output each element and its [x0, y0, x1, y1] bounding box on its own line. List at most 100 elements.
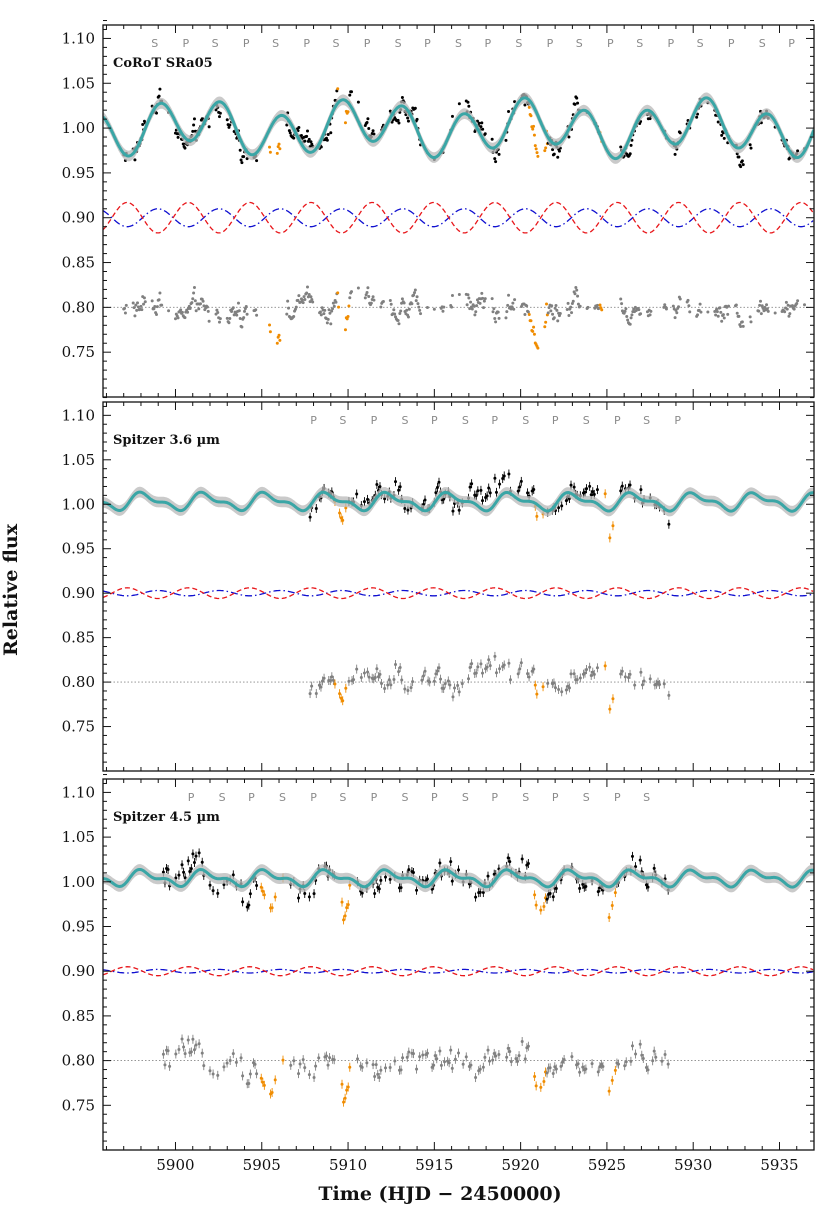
residual-point — [677, 305, 681, 309]
data-point — [502, 474, 506, 478]
residual-point — [734, 303, 738, 307]
residual-point — [200, 1051, 204, 1055]
data-point — [216, 891, 220, 895]
eclipse-label: S — [455, 37, 462, 50]
residual-point — [412, 293, 416, 297]
residual-point — [268, 330, 272, 334]
residual-point — [483, 1055, 487, 1059]
residual-point — [423, 669, 427, 673]
data-point — [607, 915, 611, 919]
residual-point — [136, 305, 140, 309]
data-point — [595, 488, 599, 492]
residual-point — [326, 317, 330, 321]
data-point — [451, 509, 455, 513]
residual-point — [675, 311, 679, 315]
residual-point — [467, 677, 471, 681]
residual-point — [163, 1063, 167, 1067]
residual-point — [465, 303, 469, 307]
residual-point — [329, 322, 333, 326]
data-point — [536, 154, 540, 158]
residual-point — [199, 302, 203, 306]
residual-point — [416, 302, 420, 306]
residual-point — [322, 676, 326, 680]
data-point — [507, 109, 511, 113]
data-point — [189, 867, 193, 871]
residual-point — [415, 295, 419, 299]
residual-point — [379, 1068, 383, 1072]
residual-point — [637, 308, 641, 312]
y-tick-label: 1.10 — [62, 783, 95, 801]
data-point — [534, 147, 538, 151]
residual-point — [180, 1037, 184, 1041]
data-point — [608, 536, 612, 540]
residual-point — [177, 1047, 181, 1051]
residual-point — [589, 673, 593, 677]
residual-point — [600, 308, 604, 312]
residual-point — [624, 1060, 628, 1064]
data-point — [543, 149, 547, 153]
residual-point — [330, 309, 334, 313]
residual-point — [687, 304, 691, 308]
residual-point — [300, 298, 304, 302]
data-point — [307, 137, 311, 141]
residual-point — [656, 680, 660, 684]
data-point — [576, 101, 580, 105]
y-tick-label: 0.95 — [62, 540, 95, 558]
residual-point — [406, 315, 410, 319]
eclipse-label: S — [643, 414, 650, 427]
residual-point — [551, 312, 555, 316]
residual-point — [285, 312, 289, 316]
residual-point — [384, 1066, 388, 1070]
data-point — [470, 482, 474, 486]
residual-point — [296, 298, 300, 302]
eclipse-label: S — [279, 791, 286, 804]
residual-point — [332, 1058, 336, 1062]
residual-point — [173, 317, 177, 321]
eclipse-label: P — [310, 791, 317, 804]
residual-point — [607, 1089, 611, 1093]
residual-point — [541, 685, 545, 689]
data-point — [176, 135, 180, 139]
residual-point — [386, 683, 390, 687]
residual-point — [536, 346, 540, 350]
residual-point — [439, 1063, 443, 1067]
data-point — [450, 879, 454, 883]
data-point — [183, 876, 187, 880]
data-point — [344, 506, 348, 510]
residual-point — [425, 305, 429, 309]
data-point — [532, 488, 536, 492]
residual-point — [238, 316, 242, 320]
panel-title: CoRoT SRa05 — [113, 56, 213, 71]
residual-point — [302, 295, 306, 299]
residual-point — [412, 291, 416, 295]
data-point — [648, 117, 652, 121]
data-point — [377, 887, 381, 891]
data-point — [191, 129, 195, 133]
residual-point — [297, 1072, 301, 1076]
data-point — [360, 891, 364, 895]
residual-point — [598, 1065, 602, 1069]
residual-point — [529, 319, 533, 323]
eclipse-label: P — [607, 37, 614, 50]
residual-point — [374, 1063, 378, 1067]
eclipse-label: S — [151, 37, 158, 50]
eclipse-label: S — [402, 414, 409, 427]
residual-point — [456, 684, 460, 688]
data-point — [437, 480, 441, 484]
data-point — [490, 137, 494, 141]
y-tick-label: 0.80 — [62, 298, 95, 316]
residual-point — [591, 670, 595, 674]
residual-point — [227, 321, 231, 325]
residual-point — [784, 300, 788, 304]
residual-point — [450, 1066, 454, 1070]
residual-point — [448, 683, 452, 687]
residual-point — [598, 303, 602, 307]
residual-point — [344, 686, 348, 690]
residual-point — [570, 311, 574, 315]
residual-point — [696, 313, 700, 317]
residual-point — [275, 341, 279, 345]
data-point — [273, 895, 277, 899]
data-point — [603, 492, 607, 496]
data-point — [305, 134, 309, 138]
residual-point — [331, 301, 335, 305]
